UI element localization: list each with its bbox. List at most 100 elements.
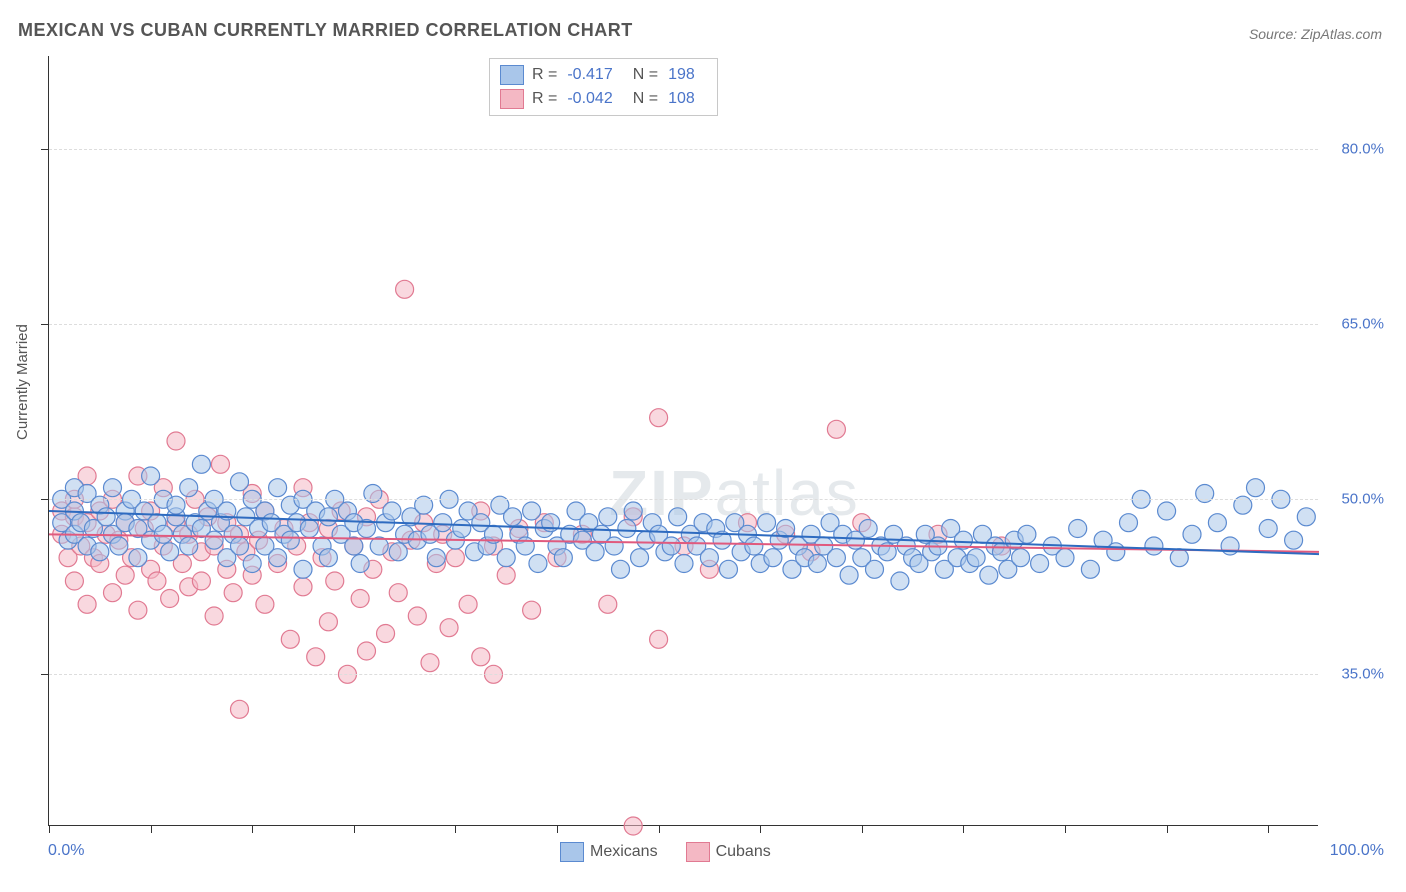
data-point xyxy=(180,479,198,497)
r-value: -0.042 xyxy=(567,90,612,108)
x-tick-mark xyxy=(1065,825,1066,833)
data-point xyxy=(110,537,128,555)
x-tick-mark xyxy=(862,825,863,833)
data-point xyxy=(497,549,515,567)
legend-item: Cubans xyxy=(686,842,771,862)
data-point xyxy=(631,549,649,567)
data-point xyxy=(1120,514,1138,532)
data-point xyxy=(319,613,337,631)
data-point xyxy=(1145,537,1163,555)
data-point xyxy=(446,549,464,567)
r-label: R = xyxy=(532,90,557,108)
data-point xyxy=(396,280,414,298)
x-tick-mark xyxy=(49,825,50,833)
data-point xyxy=(586,543,604,561)
data-point xyxy=(161,590,179,608)
x-tick-mark xyxy=(1268,825,1269,833)
data-point xyxy=(980,566,998,584)
data-point xyxy=(554,549,572,567)
data-point xyxy=(1018,525,1036,543)
stats-row: R =-0.417N =198 xyxy=(500,63,707,87)
legend-item: Mexicans xyxy=(560,842,658,862)
legend-label: Mexicans xyxy=(590,843,658,860)
data-point xyxy=(840,566,858,584)
plot-area: ZIPatlas R =-0.417N =198R =-0.042N =108 … xyxy=(48,56,1318,826)
data-point xyxy=(650,630,668,648)
scatter-svg xyxy=(49,56,1318,825)
data-point xyxy=(167,432,185,450)
data-point xyxy=(1285,531,1303,549)
data-point xyxy=(351,555,369,573)
data-point xyxy=(142,467,160,485)
data-point xyxy=(1107,543,1125,561)
data-point xyxy=(294,560,312,578)
data-point xyxy=(408,607,426,625)
data-point xyxy=(827,420,845,438)
data-point xyxy=(256,595,274,613)
data-point xyxy=(421,654,439,672)
x-tick-mark xyxy=(659,825,660,833)
data-point xyxy=(624,502,642,520)
data-point xyxy=(497,566,515,584)
data-point xyxy=(180,537,198,555)
data-point xyxy=(243,555,261,573)
data-point xyxy=(129,601,147,619)
data-point xyxy=(719,560,737,578)
source-label: Source: ZipAtlas.com xyxy=(1249,26,1382,42)
data-point xyxy=(1031,555,1049,573)
data-point xyxy=(777,520,795,538)
data-point xyxy=(65,572,83,590)
data-point xyxy=(319,549,337,567)
data-point xyxy=(358,642,376,660)
data-point xyxy=(472,648,490,666)
data-point xyxy=(307,648,325,666)
data-point xyxy=(650,409,668,427)
data-point xyxy=(1081,560,1099,578)
data-point xyxy=(599,595,617,613)
data-point xyxy=(440,619,458,637)
x-tick-mark xyxy=(1167,825,1168,833)
x-tick-mark xyxy=(354,825,355,833)
n-label: N = xyxy=(633,90,658,108)
x-tick-mark xyxy=(963,825,964,833)
data-point xyxy=(389,584,407,602)
series-legend: Mexicans Cubans xyxy=(560,842,771,862)
data-point xyxy=(523,601,541,619)
data-point xyxy=(1056,549,1074,567)
gridline xyxy=(49,324,1318,325)
n-value: 108 xyxy=(668,90,695,108)
data-point xyxy=(1259,520,1277,538)
data-point xyxy=(516,537,534,555)
gridline xyxy=(49,499,1318,500)
data-point xyxy=(91,543,109,561)
legend-swatch xyxy=(560,842,584,862)
y-tick-mark xyxy=(41,674,49,675)
gridline xyxy=(49,674,1318,675)
data-point xyxy=(116,566,134,584)
data-point xyxy=(231,700,249,718)
data-point xyxy=(764,549,782,567)
data-point xyxy=(808,555,826,573)
chart-container: MEXICAN VS CUBAN CURRENTLY MARRIED CORRE… xyxy=(0,0,1406,892)
x-tick-mark xyxy=(151,825,152,833)
data-point xyxy=(1208,514,1226,532)
data-point xyxy=(269,479,287,497)
data-point xyxy=(326,572,344,590)
data-point xyxy=(104,584,122,602)
n-label: N = xyxy=(633,66,658,84)
data-point xyxy=(231,537,249,555)
r-label: R = xyxy=(532,66,557,84)
data-point xyxy=(891,572,909,590)
data-point xyxy=(523,502,541,520)
legend-label: Cubans xyxy=(716,843,771,860)
chart-title: MEXICAN VS CUBAN CURRENTLY MARRIED CORRE… xyxy=(18,20,633,41)
data-point xyxy=(300,520,318,538)
data-point xyxy=(154,525,172,543)
data-point xyxy=(859,520,877,538)
gridline xyxy=(49,149,1318,150)
data-point xyxy=(148,572,166,590)
data-point xyxy=(618,520,636,538)
data-point xyxy=(700,549,718,567)
y-tick-label: 35.0% xyxy=(1341,666,1384,683)
data-point xyxy=(319,508,337,526)
